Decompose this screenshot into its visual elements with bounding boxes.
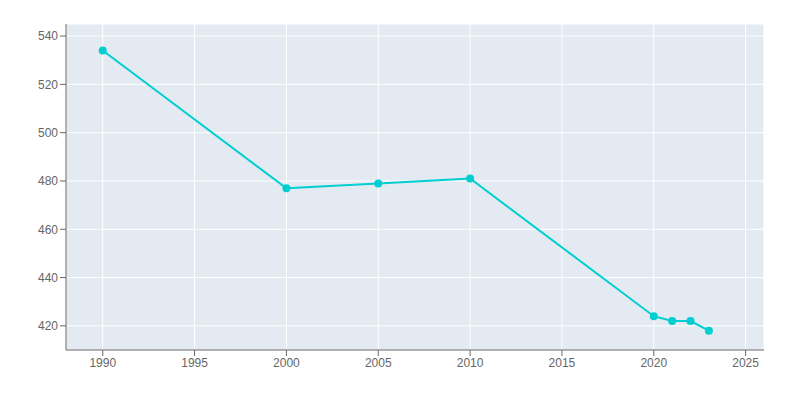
svg-text:500: 500 — [38, 126, 58, 140]
svg-text:420: 420 — [38, 319, 58, 333]
svg-text:2015: 2015 — [549, 356, 576, 370]
svg-text:1995: 1995 — [181, 356, 208, 370]
svg-text:460: 460 — [38, 223, 58, 237]
svg-text:2010: 2010 — [457, 356, 484, 370]
svg-text:2020: 2020 — [640, 356, 667, 370]
svg-text:440: 440 — [38, 271, 58, 285]
svg-text:540: 540 — [38, 29, 58, 43]
svg-text:480: 480 — [38, 174, 58, 188]
svg-text:2025: 2025 — [732, 356, 759, 370]
svg-text:2000: 2000 — [273, 356, 300, 370]
svg-text:520: 520 — [38, 78, 58, 92]
svg-text:1990: 1990 — [89, 356, 116, 370]
svg-text:2005: 2005 — [365, 356, 392, 370]
